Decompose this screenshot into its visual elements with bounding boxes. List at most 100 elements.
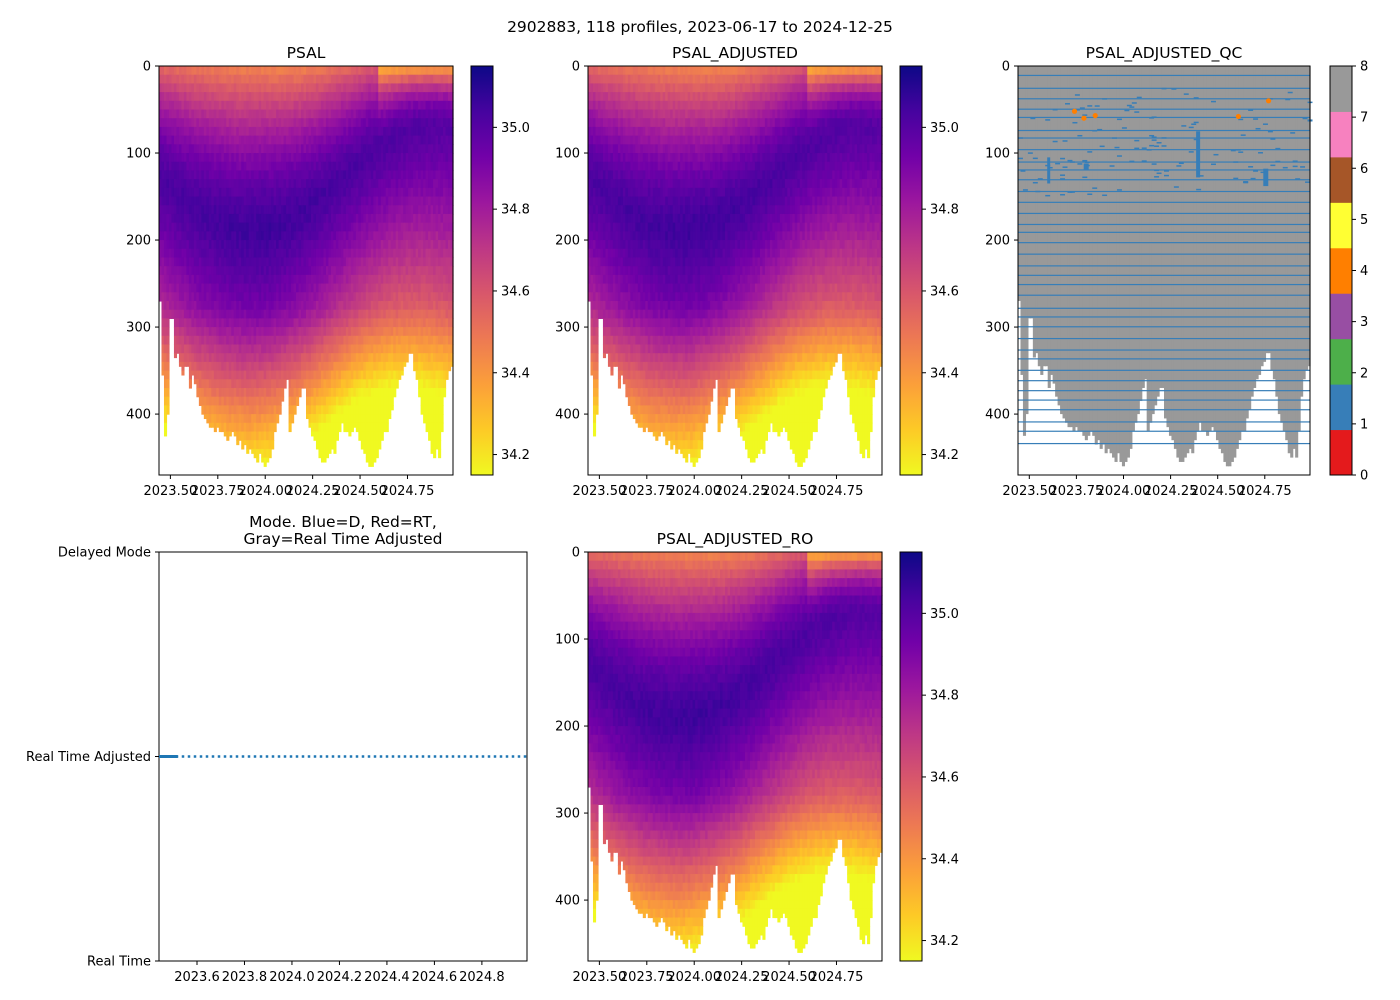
heatmap-cell — [320, 179, 325, 189]
heatmap-cell — [325, 196, 330, 206]
heatmap-cell — [400, 126, 404, 137]
heatmap-cell — [325, 266, 330, 276]
heatmap-cell — [181, 248, 185, 259]
heatmap-cell — [400, 118, 404, 128]
heatmap-cell — [278, 274, 282, 285]
heatmap-cell — [291, 405, 295, 415]
heatmap-cell — [273, 109, 277, 119]
heatmap-cell — [211, 222, 215, 232]
heatmap-cell — [226, 422, 230, 433]
heatmap-cell — [353, 387, 357, 398]
heatmap-cell — [228, 248, 232, 259]
heatmap-cell — [370, 422, 374, 433]
heatmap-cell — [388, 231, 392, 241]
heatmap-cell — [216, 257, 220, 267]
heatmap-cell — [438, 405, 442, 415]
heatmap-cell — [218, 231, 222, 241]
heatmap-cell — [348, 126, 352, 137]
heatmap-cell — [390, 135, 394, 145]
heatmap-cell — [383, 422, 387, 433]
heatmap-cell — [313, 353, 317, 363]
heatmap-cell — [430, 318, 434, 328]
heatmap-cell — [425, 161, 429, 172]
heatmap-cell — [236, 240, 240, 250]
heatmap-cell — [243, 361, 247, 372]
heatmap-cell — [448, 353, 452, 363]
heatmap-cell — [445, 309, 449, 319]
heatmap-cell — [231, 100, 235, 111]
heatmap-cell — [278, 66, 282, 76]
heatmap-cell — [181, 196, 185, 206]
heatmap-cell — [236, 66, 240, 76]
heatmap-cell — [266, 92, 270, 102]
heatmap-cell — [168, 109, 173, 119]
heatmap-cell — [221, 66, 225, 76]
heatmap-cell — [288, 187, 292, 198]
heatmap-cell — [266, 361, 270, 372]
heatmap-cell — [278, 327, 282, 337]
heatmap-cell — [288, 126, 292, 137]
heatmap-cell — [261, 292, 265, 302]
heatmap-cell — [298, 161, 302, 172]
heatmap-cell — [211, 266, 215, 276]
heatmap-cell — [435, 213, 439, 224]
heatmap-cell — [320, 318, 325, 328]
heatmap-cell — [448, 318, 452, 328]
heatmap-cell — [238, 187, 242, 198]
heatmap-cell — [315, 205, 320, 215]
heatmap-cell — [233, 274, 237, 285]
heatmap-cell — [223, 109, 227, 119]
heatmap-cell — [223, 422, 227, 433]
heatmap-cell — [335, 118, 339, 128]
heatmap-cell — [303, 92, 307, 102]
heatmap-cell — [430, 126, 434, 137]
heatmap-cell — [405, 153, 409, 163]
heatmap-cell — [415, 144, 419, 154]
heatmap-cell — [248, 274, 252, 285]
heatmap-cell — [301, 153, 305, 163]
heatmap-cell — [271, 300, 275, 311]
heatmap-cell — [390, 396, 394, 406]
heatmap-cell — [325, 440, 330, 450]
heatmap-cell — [293, 66, 297, 76]
heatmap-cell — [315, 370, 320, 380]
heatmap-cell — [385, 205, 389, 215]
heatmap-cell — [163, 170, 168, 180]
heatmap-cell — [218, 309, 222, 319]
heatmap-cell — [166, 92, 170, 102]
heatmap-cell — [415, 335, 419, 346]
heatmap-cell — [263, 126, 267, 137]
heatmap-cell — [428, 327, 432, 337]
heatmap-cell — [238, 405, 242, 415]
heatmap-cell — [420, 396, 424, 406]
heatmap-cell — [393, 231, 397, 241]
heatmap-cell — [223, 292, 227, 302]
heatmap-cell — [243, 126, 247, 137]
heatmap-cell — [213, 283, 217, 293]
heatmap-cell — [238, 109, 242, 119]
heatmap-cell — [268, 344, 272, 354]
heatmap-cell — [181, 283, 185, 293]
heatmap-cell — [318, 327, 322, 337]
heatmap-cell — [226, 74, 230, 85]
heatmap-cell — [163, 370, 168, 380]
heatmap-cell — [171, 274, 175, 285]
heatmap-cell — [313, 292, 317, 302]
heatmap-cell — [375, 396, 379, 406]
heatmap-cell — [241, 440, 245, 450]
heatmap-cell — [440, 153, 444, 163]
heatmap-cell — [286, 292, 290, 302]
heatmap-cell — [208, 335, 212, 346]
heatmap-cell — [330, 292, 335, 302]
heatmap-cell — [288, 292, 292, 302]
heatmap-cell — [405, 344, 409, 354]
heatmap-cell — [283, 153, 287, 163]
heatmap-cell — [368, 266, 372, 276]
heatmap-cell — [345, 361, 349, 372]
heatmap-cell — [445, 126, 449, 137]
heatmap-cell — [323, 205, 327, 215]
heatmap-cell — [248, 231, 252, 241]
heatmap-cell — [335, 414, 339, 424]
heatmap-cell — [223, 161, 227, 172]
heatmap-cell — [395, 335, 399, 346]
